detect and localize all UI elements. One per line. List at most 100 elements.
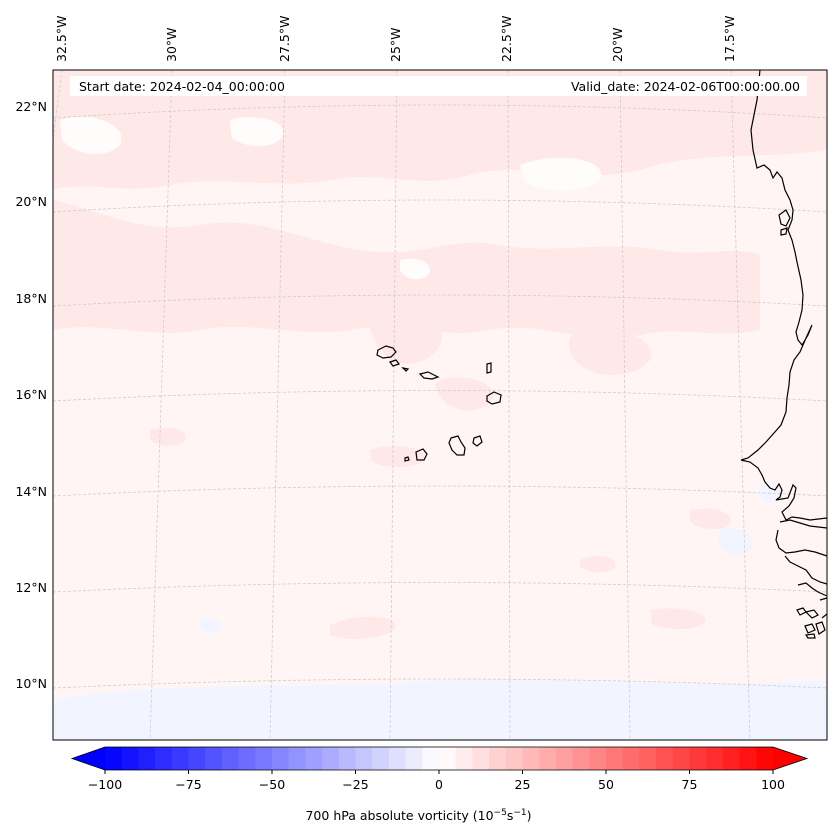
colorbar-segment [138,747,156,770]
colorbar-segment [706,747,724,770]
colorbar-segments [105,747,774,770]
colorbar-extend-low [72,747,105,770]
colorbar-segment [505,747,523,770]
colorbar-segment [238,747,256,770]
colorbar-segment [439,747,457,770]
colorbar-segment [656,747,674,770]
colorbar-segment [639,747,657,770]
colorbar-tick-label: −100 [88,777,122,792]
colorbar-tick-label: 75 [682,777,698,792]
colorbar-segment [722,747,740,770]
colorbar-extend-high [773,747,807,770]
colorbar-tick-label: 100 [761,777,785,792]
colorbar-segment [689,747,707,770]
island-sao-vicente [389,359,400,367]
map-frame [52,69,828,741]
colorbar-segment [405,747,423,770]
colorbar-tick-label: 25 [515,777,531,792]
colorbar-segment [288,747,306,770]
islands-nw-africa-2 [780,227,788,236]
start-date-label: Start date: 2024-02-04_00:00:00 [79,79,285,94]
colorbar-segment [606,747,624,770]
colorbar-segment [121,747,139,770]
lat-label-14n: 14°N [15,484,47,499]
islands-nw-africa-1 [778,209,791,227]
colorbar-tick-label: −75 [175,777,201,792]
coastline-gambia [779,519,828,529]
colorbar: −100 −75 −50 −25 0 25 50 75 100 [70,746,809,792]
colorbar-ticks: −100 −75 −50 −25 0 25 50 75 100 [88,770,785,792]
lat-label-20n: 20°N [15,194,47,209]
coastline-bijagos [797,582,828,597]
coastline-mainland [740,69,828,521]
lon-label-30w: 30°W [164,27,179,62]
colorbar-segment [388,747,406,770]
colorbar-tick-label: −50 [259,777,285,792]
coastline-guinea [819,597,828,601]
colorbar-segment [221,747,239,770]
colorbar-segment [338,747,356,770]
lon-label-32-5w: 32.5°W [54,16,69,62]
colorbar-segment [472,747,490,770]
coastline-guinea-2 [821,613,828,619]
colorbar-segment [155,747,173,770]
lon-label-17-5w: 17.5°W [722,16,737,62]
colorbar-segment [188,747,206,770]
colorbar-segment [672,747,690,770]
island-bijagos-2 [804,609,819,619]
island-brava [404,456,410,462]
colorbar-tick-label: 0 [435,777,443,792]
lat-label-22n: 22°N [15,99,47,114]
colorbar-segment [756,747,774,770]
coastline [740,69,828,639]
lat-label-16n: 16°N [15,387,47,402]
colorbar-segment [489,747,507,770]
colorbar-segment [522,747,540,770]
positive-vorticity-patches [53,70,827,640]
lat-label-18n: 18°N [15,291,47,306]
colorbar-segment [305,747,323,770]
colorbar-segment [589,747,607,770]
colorbar-segment [555,747,573,770]
colorbar-segment [455,747,473,770]
island-bijagos-3 [804,623,816,634]
coastline-casamance [775,529,828,557]
lon-label-27-5w: 27.5°W [277,16,292,62]
cape-verde-islands [376,345,502,462]
colorbar-segment [205,747,223,770]
lon-label-20w: 20°W [610,27,625,62]
colorbar-segment [105,747,123,770]
lat-label-12n: 12°N [15,580,47,595]
valid-date-label: Valid_date: 2024-02-06T00:00:00.00 [571,79,800,94]
colorbar-segment [422,747,440,770]
lat-label-10n: 10°N [15,676,47,691]
island-santiago [448,435,466,456]
header-box [70,76,807,96]
colorbar-tick-label: 50 [598,777,614,792]
colorbar-tick-label: −25 [342,777,368,792]
island-sal [486,362,492,374]
near-zero-patches [60,116,602,280]
lon-label-22-5w: 22.5°W [499,16,514,62]
longitude-labels: 32.5°W 30°W 27.5°W 25°W 22.5°W 20°W 17.5… [54,16,737,62]
coastline-guinea-bissau [784,555,828,585]
latitude-labels: 22°N 20°N 18°N 16°N 14°N 12°N 10°N [15,99,47,691]
colorbar-segment [355,747,373,770]
colorbar-title: 700 hPa absolute vorticity (10−5s−1) [305,808,532,824]
map-panel [52,69,828,741]
colorbar-segment [622,747,640,770]
island-sao-nicolau [418,371,440,380]
colorbar-segment [739,747,757,770]
colorbar-segment [572,747,590,770]
graticule [52,69,828,741]
island-bijagos-5 [804,633,816,639]
colorbar-segment [322,747,340,770]
island-santa-luzia [401,367,410,372]
colorbar-segment [272,747,290,770]
colorbar-segment [255,747,273,770]
lon-label-25w: 25°W [388,27,403,62]
island-bijagos-4 [815,621,826,635]
island-santo-antao [376,345,397,359]
colorbar-segment [539,747,557,770]
island-fogo [415,448,428,461]
